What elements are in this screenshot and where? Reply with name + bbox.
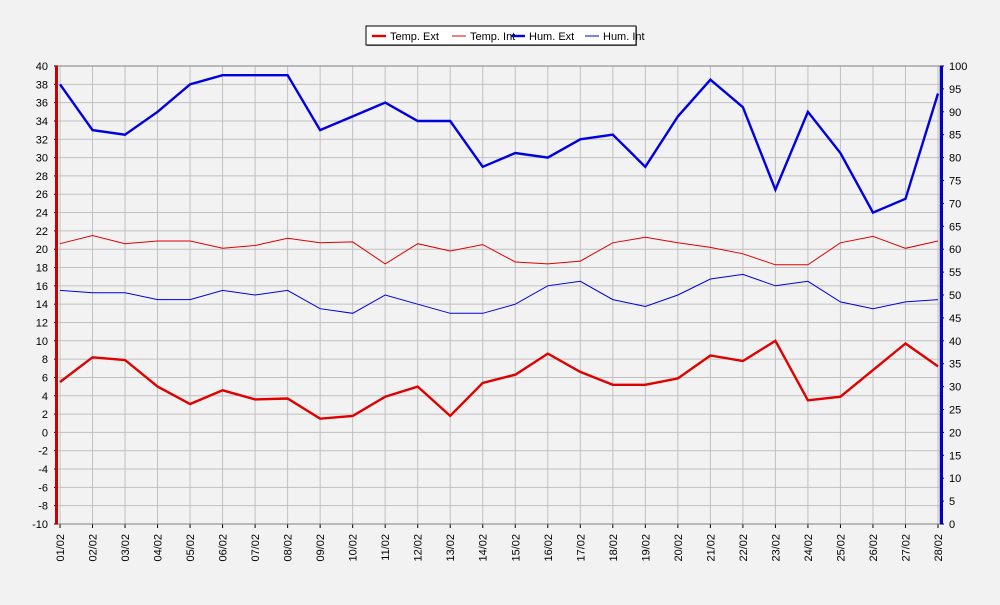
right-axis-tick-label: 40 (949, 336, 961, 348)
x-axis-tick-label: 08/02 (283, 534, 295, 562)
left-axis-tick-label: -2 (38, 446, 48, 458)
x-axis-tick-label: 04/02 (153, 534, 165, 562)
left-axis-tick-label: 32 (36, 134, 48, 146)
x-axis-tick-label: 14/02 (478, 534, 490, 562)
left-axis-tick-label: -6 (38, 482, 48, 494)
x-axis-tick-label: 02/02 (88, 534, 100, 562)
right-axis-tick-label: 25 (949, 405, 961, 417)
right-axis-tick-label: 80 (949, 153, 961, 165)
series-line-2 (59, 234, 939, 266)
left-axis-tick-label: 38 (36, 79, 48, 91)
x-axis-tick-label: 28/02 (933, 534, 945, 562)
left-axis-tick-label: 20 (36, 244, 48, 256)
right-axis-tick-label: 15 (949, 450, 961, 462)
legend-label: Hum. Ext (529, 31, 574, 43)
axes: -10-8-6-4-202468101214161820222426283032… (32, 61, 967, 562)
left-axis-tick-label: 16 (36, 281, 48, 293)
left-axis-tick-label: 40 (36, 61, 48, 73)
right-axis-tick-label: 0 (949, 519, 955, 531)
x-axis-tick-label: 19/02 (640, 534, 652, 562)
x-axis-tick-label: 10/02 (348, 534, 360, 562)
left-axis-tick-label: 2 (42, 409, 48, 421)
right-axis-tick-label: 90 (949, 107, 961, 119)
left-axis-tick-label: 0 (42, 427, 48, 439)
right-axis-tick-label: 55 (949, 267, 961, 279)
legend-box (365, 25, 637, 46)
series-lines (59, 73, 940, 420)
left-axis-bar (55, 66, 58, 524)
x-axis-tick-label: 20/02 (673, 534, 685, 562)
right-axis-tick-label: 70 (949, 198, 961, 210)
left-axis-tick-label: -4 (38, 464, 48, 476)
right-axis-tick-label: 100 (949, 61, 967, 73)
right-axis-tick-label: 45 (949, 313, 961, 325)
left-axis-tick-label: 4 (42, 391, 48, 403)
x-axis-tick-label: 24/02 (803, 534, 815, 562)
x-axis-tick-label: 16/02 (543, 534, 555, 562)
x-axis-tick-label: 18/02 (608, 534, 620, 562)
x-axis-tick-label: 01/02 (55, 534, 67, 562)
right-axis-tick-label: 95 (949, 84, 961, 96)
x-axis-tick-label: 27/02 (900, 534, 912, 562)
left-axis-tick-label: -8 (38, 501, 48, 513)
left-axis-tick-label: 8 (42, 354, 48, 366)
legend: Temp. Ext Temp. Int Hum. Ext Hum. Int (365, 25, 645, 46)
x-axis-tick-label: 09/02 (315, 534, 327, 562)
x-axis-tick-label: 11/02 (380, 534, 392, 561)
legend-label: Hum. Int (603, 31, 645, 43)
left-axis-tick-label: 36 (36, 98, 48, 110)
left-axis-tick-label: 30 (36, 153, 48, 165)
right-axis-bar (940, 66, 943, 524)
left-axis-tick-label: 22 (36, 226, 48, 238)
left-axis-tick-label: 34 (36, 116, 48, 128)
left-axis-tick-label: 26 (36, 189, 48, 201)
x-axis-tick-label: 17/02 (575, 534, 587, 562)
right-axis-tick-label: 20 (949, 427, 961, 439)
x-axis-tick-label: 03/02 (120, 534, 132, 562)
series-line-1 (59, 339, 939, 420)
x-axis-tick-label: 23/02 (770, 534, 782, 562)
left-axis-tick-label: 24 (36, 208, 48, 220)
left-axis-tick-label: -10 (32, 519, 48, 531)
right-axis-tick-label: 75 (949, 176, 961, 188)
right-axis-tick-label: 85 (949, 130, 961, 142)
right-axis-tick-label: 35 (949, 359, 961, 371)
right-axis-tick-label: 10 (949, 473, 961, 485)
right-axis-tick-label: 65 (949, 221, 961, 233)
left-axis-tick-label: 14 (36, 299, 48, 311)
x-axis-tick-label: 06/02 (218, 534, 230, 562)
left-axis-tick-label: 6 (42, 372, 48, 384)
x-axis-tick-label: 15/02 (510, 534, 522, 562)
right-axis-tick-label: 5 (949, 496, 955, 508)
x-axis-tick-label: 26/02 (868, 534, 880, 562)
right-axis-tick-label: 50 (949, 290, 961, 302)
x-axis-tick-label: 13/02 (445, 534, 457, 562)
left-axis-tick-label: 28 (36, 171, 48, 183)
series-line-3 (59, 73, 940, 215)
grid (58, 65, 940, 525)
x-axis-tick-label: 22/02 (738, 534, 750, 562)
legend-label: Temp. Ext (390, 31, 439, 43)
left-axis-tick-label: 10 (36, 336, 48, 348)
series-line-4 (59, 273, 939, 314)
right-axis-tick-label: 60 (949, 244, 961, 256)
x-axis-tick-label: 21/02 (705, 534, 717, 562)
right-axis-tick-label: 30 (949, 382, 961, 394)
left-axis-tick-label: 12 (36, 317, 48, 329)
x-axis-tick-label: 07/02 (250, 534, 262, 562)
x-axis-tick-label: 05/02 (185, 534, 197, 562)
x-axis-tick-label: 12/02 (413, 534, 425, 562)
left-axis-tick-label: 18 (36, 263, 48, 275)
x-axis-tick-label: 25/02 (835, 534, 847, 562)
legend-label: Temp. Int (470, 31, 515, 43)
